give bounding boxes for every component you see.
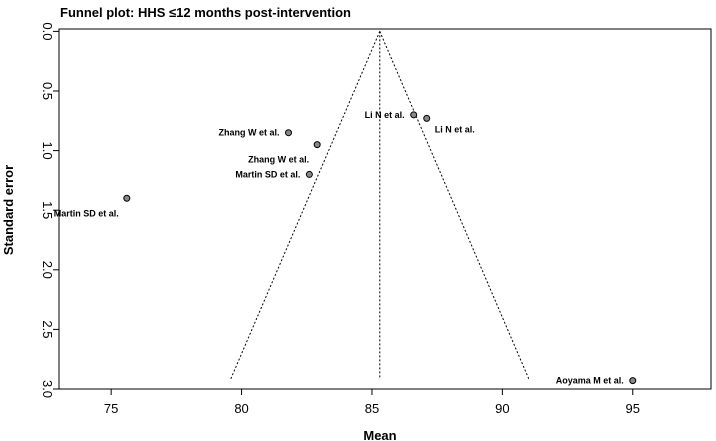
- study-point-label: Aoyama M et al.: [556, 376, 624, 386]
- study-point: [305, 170, 313, 178]
- chart-title: Funnel plot: HHS ≤12 months post-interve…: [60, 5, 351, 20]
- y-tick-label: 3.0: [40, 380, 55, 398]
- x-tick-label: 85: [365, 401, 379, 416]
- y-tick-label: 2.0: [40, 261, 55, 279]
- x-tick-label: 75: [104, 401, 118, 416]
- y-tick-label: 1.5: [40, 201, 55, 219]
- study-point-label: Martin SD et al.: [235, 169, 300, 179]
- funnel-left-boundary: [230, 31, 381, 380]
- study-point: [629, 377, 637, 385]
- study-point-label: Martin SD et al.: [54, 208, 119, 218]
- x-tick-label: 80: [234, 401, 248, 416]
- y-tick-label: 1.0: [40, 142, 55, 160]
- x-axis-label: Mean: [363, 428, 396, 441]
- study-point-label: Li N et al.: [365, 110, 405, 120]
- funnel-right-boundary: [379, 31, 530, 380]
- y-tick-label: 0.0: [40, 22, 55, 40]
- y-tick-label: 0.5: [40, 82, 55, 100]
- study-point-label: Zhang W et al.: [218, 128, 279, 138]
- study-point-label: Zhang W et al.: [248, 155, 309, 165]
- y-tick-label: 2.5: [40, 320, 55, 338]
- x-tick-label: 95: [626, 401, 640, 416]
- study-point: [410, 111, 418, 119]
- study-point-label: Li N et al.: [435, 124, 475, 134]
- study-point: [285, 129, 293, 137]
- study-point: [313, 141, 321, 149]
- study-point: [423, 114, 431, 122]
- y-axis: 0.0 0.5 1.0 1.5 2.0 2.5 3.0: [40, 22, 59, 398]
- x-axis: 75 80 85 90 95: [104, 389, 640, 416]
- study-point: [123, 194, 131, 202]
- y-axis-label: Standard error: [1, 165, 16, 255]
- points-layer: Martin SD et al. Zhang W et al. Zhang W et…: [54, 110, 637, 386]
- plot-frame: [58, 28, 712, 390]
- funnel-layer: [230, 31, 530, 380]
- x-tick-label: 90: [495, 401, 509, 416]
